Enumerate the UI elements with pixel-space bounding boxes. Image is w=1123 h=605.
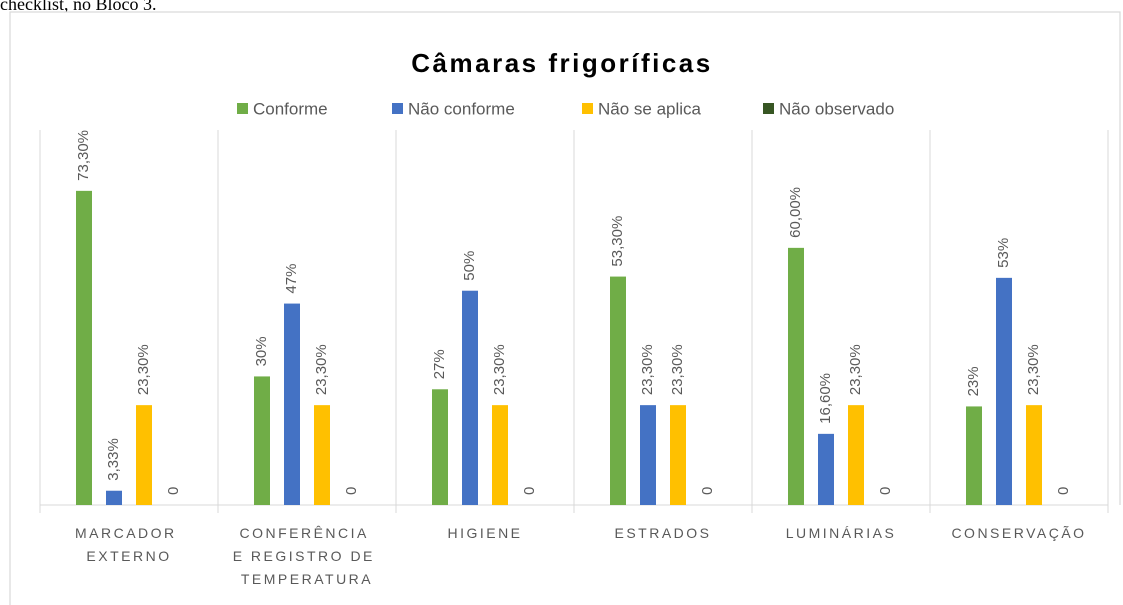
- bar: [640, 405, 656, 505]
- legend-label: Não observado: [779, 99, 894, 118]
- bar: [432, 389, 448, 505]
- chart-frame: [9, 11, 1121, 605]
- value-label: 23,30%: [847, 344, 864, 395]
- legend-swatch: [237, 103, 248, 114]
- legend-swatch: [582, 103, 593, 114]
- bar: [966, 406, 982, 505]
- value-label: 0: [343, 487, 360, 495]
- value-label: 53,30%: [609, 216, 626, 267]
- document-text: checklist, no Bloco 3.: [0, 0, 156, 14]
- bar: [1026, 405, 1042, 505]
- x-tick-label: LUMINÁRIAS: [786, 525, 897, 541]
- bar: [462, 290, 478, 505]
- value-label: 50%: [461, 251, 478, 281]
- value-label: 0: [877, 487, 894, 495]
- bar: [996, 277, 1012, 505]
- value-label: 53%: [995, 238, 1012, 268]
- value-label: 3,33%: [105, 438, 122, 481]
- value-label: 0: [165, 487, 182, 495]
- x-tick-label: CONSERVAÇÃO: [951, 525, 1086, 541]
- legend-swatch: [763, 103, 774, 114]
- bar: [818, 433, 834, 505]
- value-label: 23,30%: [135, 344, 152, 395]
- bar: [284, 303, 300, 505]
- value-label: 0: [521, 487, 538, 495]
- value-label: 16,60%: [817, 373, 834, 424]
- value-label: 47%: [283, 264, 300, 294]
- bar: [136, 405, 152, 505]
- bar: [106, 490, 122, 505]
- x-tick-label: HIGIENE: [447, 525, 522, 541]
- bar: [788, 247, 804, 505]
- legend-label: Conforme: [253, 99, 328, 118]
- value-label: 23,30%: [669, 344, 686, 395]
- bar: [254, 376, 270, 505]
- value-label: 27%: [431, 349, 448, 379]
- value-label: 23,30%: [313, 344, 330, 395]
- legend-label: Não conforme: [408, 99, 515, 118]
- bar: [670, 405, 686, 505]
- chart-title: Câmaras frigoríficas: [411, 48, 712, 78]
- value-label: 30%: [253, 336, 270, 366]
- bar: [492, 405, 508, 505]
- legend-label: Não se aplica: [598, 99, 702, 118]
- value-label: 0: [699, 487, 716, 495]
- bar: [848, 405, 864, 505]
- value-label: 0: [1055, 487, 1072, 495]
- value-label: 60,00%: [787, 187, 804, 238]
- bar: [76, 190, 92, 505]
- value-label: 73,30%: [75, 130, 92, 181]
- value-label: 23%: [965, 366, 982, 396]
- x-tick-label: MARCADOR EXTERNO: [75, 525, 183, 564]
- x-tick-label: CONFERÊNCIA E REGISTRO DE TEMPERATURA: [233, 525, 382, 587]
- value-label: 23,30%: [491, 344, 508, 395]
- value-label: 23,30%: [639, 344, 656, 395]
- value-label: 23,30%: [1025, 344, 1042, 395]
- legend-swatch: [392, 103, 403, 114]
- bar: [610, 276, 626, 505]
- bar: [314, 405, 330, 505]
- x-tick-label: ESTRADOS: [614, 525, 711, 541]
